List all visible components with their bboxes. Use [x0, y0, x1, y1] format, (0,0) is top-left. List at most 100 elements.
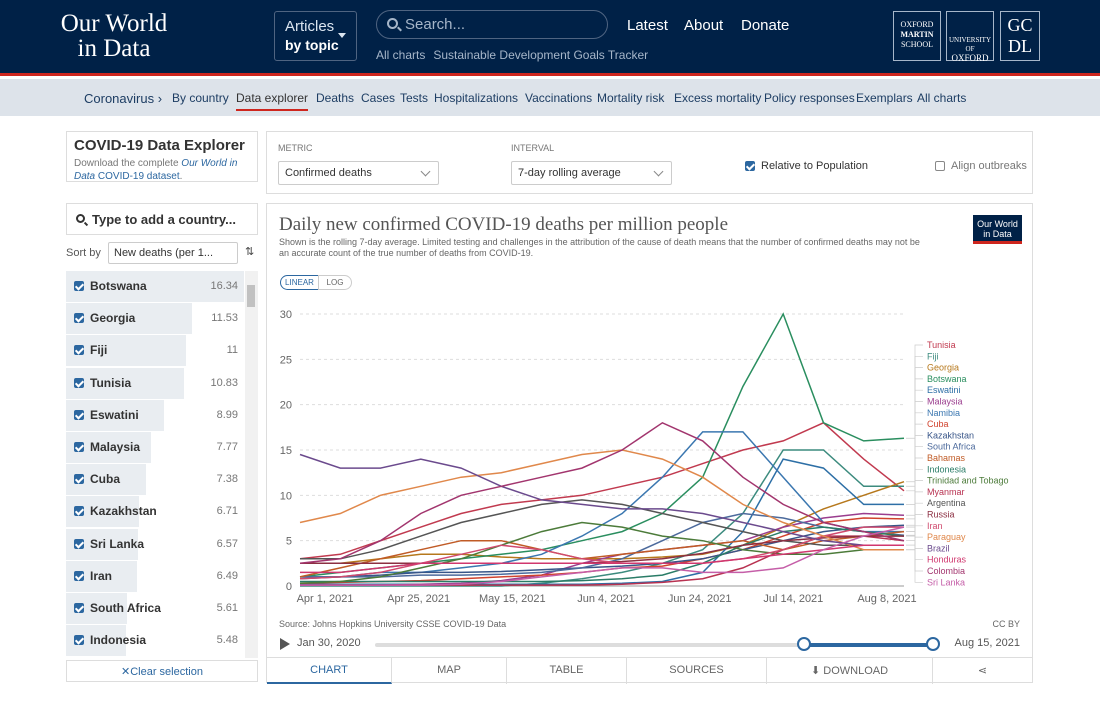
series-line[interactable] [299, 530, 905, 578]
tab-sources[interactable]: SOURCES [627, 658, 767, 684]
subnav-cases[interactable]: Cases [361, 91, 396, 105]
series-line[interactable] [300, 458, 904, 585]
subnav-exemplars[interactable]: Exemplars [856, 91, 913, 105]
country-checkbox[interactable] [74, 442, 84, 452]
log-scale-button[interactable]: LOG [318, 275, 352, 290]
subnav-vaccinations[interactable]: Vaccinations [525, 91, 593, 105]
sort-select[interactable]: New deaths (per 1... [108, 242, 238, 264]
oxford-martin-logo[interactable]: OXFORD MARTIN SCHOOL [893, 11, 941, 61]
interval-select[interactable]: 7-day rolling average [511, 161, 672, 185]
subnav-deaths[interactable]: Deaths [316, 91, 355, 105]
country-list-scrollbar[interactable] [245, 271, 258, 658]
owid-link[interactable]: Our World in Data [74, 158, 238, 182]
legend-label[interactable]: Colombia [927, 566, 965, 576]
sort-order-icon[interactable]: ⇅ [245, 246, 255, 258]
country-row[interactable]: Fiji 11 [66, 335, 244, 367]
legend-label[interactable]: Eswatini [927, 385, 961, 395]
legend-label[interactable]: Sri Lanka [927, 577, 965, 587]
country-checkbox[interactable] [74, 474, 84, 485]
series-line[interactable] [300, 431, 904, 578]
country-checkbox[interactable] [74, 603, 84, 613]
timeline-range[interactable] [803, 643, 933, 647]
legend-label[interactable]: Brazil [927, 543, 950, 553]
country-row[interactable]: Cuba 7.38 [66, 464, 244, 496]
legend-label[interactable]: Trinidad and Tobago [927, 476, 1009, 486]
series-line[interactable] [299, 526, 904, 580]
legend-label[interactable]: South Africa [927, 442, 976, 452]
timeline-start-handle[interactable] [797, 637, 811, 651]
country-checkbox[interactable] [74, 409, 84, 420]
legend-label[interactable]: Tunisia [927, 340, 956, 350]
dataset-link[interactable]: COVID-19 dataset [95, 171, 180, 182]
legend-label[interactable]: Malaysia [927, 397, 963, 407]
subnav-mortality-risk[interactable]: Mortality risk [597, 91, 665, 105]
nav-latest[interactable]: Latest [627, 17, 668, 34]
all-charts-link[interactable]: All charts [376, 48, 426, 62]
tab-download[interactable]: ⬇ DOWNLOAD [767, 658, 933, 684]
country-row[interactable]: Indonesia 5.48 [66, 625, 244, 657]
subnav-all-charts[interactable]: All charts [917, 91, 967, 105]
subnav-data-explorer[interactable]: Data explorer [236, 91, 309, 111]
tab-table[interactable]: TABLE [507, 658, 627, 684]
series-line[interactable] [299, 453, 904, 546]
oxford-university-logo[interactable]: UNIVERSITY OF OXFORD [946, 11, 994, 63]
country-checkbox[interactable] [74, 281, 84, 291]
country-checkbox[interactable] [74, 506, 84, 517]
country-checkbox[interactable] [74, 538, 84, 549]
metric-select[interactable]: Confirmed deaths [278, 161, 439, 185]
series-line[interactable] [300, 526, 905, 586]
legend-label[interactable]: Bahamas [927, 453, 966, 463]
country-checkbox[interactable] [74, 345, 84, 356]
tab-share[interactable]: ⋖ [933, 658, 1032, 684]
articles-by-topic-button[interactable]: Articles by topic [274, 11, 357, 61]
scrollbar-thumb[interactable] [247, 285, 255, 307]
license-link[interactable]: CC BY [992, 619, 1020, 629]
legend-label[interactable]: Kazakhstan [927, 430, 974, 440]
series-line[interactable] [299, 521, 904, 585]
nav-donate[interactable]: Donate [741, 17, 790, 34]
legend-label[interactable]: Iran [927, 521, 943, 531]
series-line[interactable] [299, 449, 904, 551]
tab-chart[interactable]: CHART [267, 658, 392, 684]
subnav-policy-responses[interactable]: Policy responses [764, 91, 855, 105]
legend-label[interactable]: Namibia [927, 408, 960, 418]
series-line[interactable] [299, 421, 905, 560]
series-line[interactable] [300, 535, 904, 565]
legend-label[interactable]: Indonesia [927, 464, 966, 474]
clear-selection-button[interactable]: ✕Clear selection [66, 660, 258, 682]
nav-about[interactable]: About [684, 17, 724, 34]
legend-label[interactable]: Paraguay [927, 532, 966, 542]
country-row[interactable]: Kazakhstan 6.71 [66, 496, 244, 528]
country-checkbox[interactable] [74, 635, 84, 646]
legend-label[interactable]: Russia [927, 510, 955, 520]
tab-map[interactable]: MAP [392, 658, 507, 684]
owid-logo[interactable]: Our World in Data [60, 11, 168, 61]
align-checkbox[interactable] [935, 161, 945, 171]
subnav-tests[interactable]: Tests [400, 91, 429, 105]
timeline-track[interactable] [375, 643, 935, 647]
series-line[interactable] [299, 421, 905, 565]
country-checkbox[interactable] [74, 570, 84, 581]
subnav-by-country[interactable]: By country [172, 91, 229, 105]
country-row[interactable]: Sri Lanka 6.57 [66, 528, 244, 560]
sdg-tracker-link[interactable]: Sustainable Development Goals Tracker [433, 48, 649, 62]
series-line[interactable] [300, 449, 904, 587]
legend-label[interactable]: Botswana [927, 374, 967, 384]
add-country-input[interactable]: Type to add a country... [66, 203, 258, 235]
country-row[interactable]: Georgia 11.53 [66, 303, 244, 335]
legend-label[interactable]: Argentina [927, 498, 966, 508]
relative-checkbox[interactable] [745, 161, 755, 171]
legend-label[interactable]: Cuba [927, 419, 949, 429]
play-icon[interactable] [280, 638, 290, 650]
country-row[interactable]: Eswatini 8.99 [66, 399, 244, 431]
subnav-hospitalizations[interactable]: Hospitalizations [434, 91, 519, 105]
series-line[interactable] [300, 499, 904, 560]
series-line[interactable] [300, 544, 904, 574]
legend-label[interactable]: Honduras [927, 555, 967, 565]
country-checkbox[interactable] [74, 377, 84, 388]
gcdl-logo[interactable]: GC DL [1000, 11, 1040, 61]
country-checkbox[interactable] [74, 313, 84, 324]
timeline-end-handle[interactable] [926, 637, 940, 651]
linear-scale-button[interactable]: LINEAR [280, 275, 319, 290]
country-row[interactable]: Malaysia 7.77 [66, 432, 244, 463]
